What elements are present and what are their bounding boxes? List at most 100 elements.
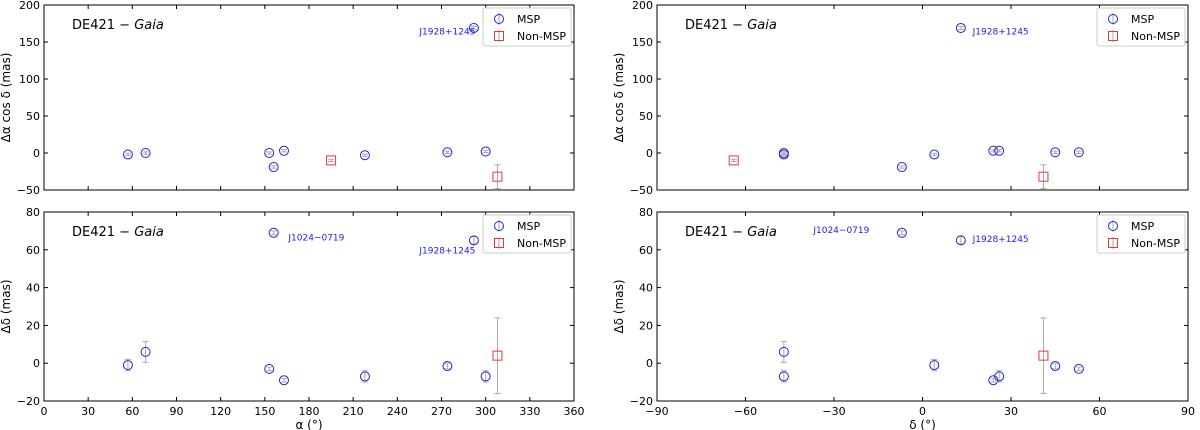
y-tick-label: −20 (17, 395, 40, 408)
series-non-msp (326, 155, 503, 190)
legend-box (1096, 214, 1186, 254)
x-tick-label: 330 (519, 405, 540, 418)
x-tick-label: 210 (343, 405, 364, 418)
y-axis-label: Δα cos δ (mas) (612, 53, 626, 143)
data-point (442, 361, 453, 372)
data-point (140, 346, 151, 357)
data-point (728, 155, 739, 166)
panel-p2: 0 30 60 90 120 150 180 210 240 270 300 330 360−20020… (0, 206, 585, 430)
data-point (1073, 363, 1084, 374)
panel-title-prefix: DE421 − (685, 225, 747, 240)
panel-p3: −90 −60 −30 0 30 60 90 −20 0 20 40 60 80 Δδ (mas) δ (°… (612, 206, 1195, 430)
legend-box (482, 214, 572, 254)
legend-marker (1108, 31, 1118, 41)
x-tick-label: −30 (822, 405, 845, 418)
data-point (442, 147, 453, 158)
x-tick-label: 270 (431, 405, 452, 418)
data-point (122, 149, 133, 160)
data-point (1050, 147, 1061, 158)
data-point (994, 371, 1005, 382)
y-tick-label: 100 (632, 73, 653, 86)
legend: MSP Non-MSP (482, 7, 572, 47)
data-point (480, 146, 491, 157)
y-tick-label: 20 (26, 319, 40, 332)
data-point (896, 227, 907, 238)
data-point (268, 227, 279, 238)
x-tick-label: −90 (645, 405, 668, 418)
data-point (778, 149, 789, 160)
data-point (359, 150, 370, 161)
legend-marker (1108, 221, 1118, 231)
x-tick-label: 90 (170, 405, 184, 418)
y-tick-label: 80 (639, 206, 653, 219)
series-msp (122, 22, 491, 173)
data-point (278, 375, 289, 386)
y-tick-label: 0 (646, 357, 653, 370)
legend: MSP Non-MSP (482, 214, 572, 254)
x-tick-label: 240 (387, 405, 408, 418)
data-point (1073, 147, 1084, 158)
y-tick-label: 60 (639, 244, 653, 257)
x-tick-label: 0 (41, 405, 48, 418)
pulsar-annotation: J1024−0719 (812, 226, 869, 236)
data-point (268, 162, 279, 173)
panel-p0: −50 0 50 100 150 200 Δα cos δ (mas) DE421 − Gai… (0, 0, 575, 197)
y-tick-label: 60 (26, 244, 40, 257)
pulsar-annotation: J1928+1245 (972, 235, 1029, 245)
data-point (278, 145, 289, 156)
y-tick-label: 50 (26, 110, 40, 123)
x-tick-label: 90 (1181, 405, 1195, 418)
legend-label: MSP (517, 13, 540, 26)
panel-p1: −50 0 50 100 150 200 Δα cos δ (mas) DE421 − Gai… (612, 0, 1189, 197)
legend-box (1096, 7, 1186, 47)
series-non-msp (728, 155, 1049, 190)
panel-title: DE421 − Gaia (72, 18, 164, 33)
data-point (122, 360, 133, 371)
data-point (140, 148, 151, 158)
legend-label: Non-MSP (517, 30, 566, 43)
panel-title: DE421 − Gaia (685, 18, 777, 33)
pulsar-annotation: J1928+1245 (972, 28, 1029, 38)
data-point (492, 171, 503, 182)
x-tick-label: 0 (919, 405, 926, 418)
y-tick-label: −50 (630, 184, 653, 197)
y-tick-label: 150 (19, 36, 40, 49)
data-point (896, 162, 907, 173)
panel-title-prefix: DE421 − (72, 225, 134, 240)
panel-title: DE421 − Gaia (685, 225, 777, 240)
x-tick-label: 120 (210, 405, 231, 418)
pulsar-annotation: J1928+1245 (418, 28, 475, 38)
legend-label: Non-MSP (1131, 237, 1180, 250)
y-axis-label: Δα cos δ (mas) (0, 53, 13, 143)
legend-marker (494, 238, 504, 248)
x-tick-label: 150 (254, 405, 275, 418)
data-point (955, 235, 966, 246)
x-tick-label: 360 (564, 405, 585, 418)
x-tick-label: −60 (734, 405, 757, 418)
data-point (988, 375, 999, 386)
data-point (264, 363, 275, 374)
data-point (480, 371, 491, 382)
x-tick-label: 180 (299, 405, 320, 418)
panel-title-prefix: DE421 − (685, 18, 747, 33)
x-tick-label: 60 (125, 405, 139, 418)
panel-title-italic: Gaia (134, 225, 164, 240)
legend-label: MSP (1131, 13, 1154, 26)
y-axis-label: Δδ (mas) (612, 279, 626, 333)
y-tick-label: 0 (33, 147, 40, 160)
legend-marker (494, 221, 504, 231)
legend-box (482, 7, 572, 47)
y-tick-label: 100 (19, 73, 40, 86)
data-point (468, 22, 479, 33)
series-non-msp (1038, 317, 1049, 394)
series-msp (778, 227, 1084, 386)
y-tick-label: −20 (630, 395, 653, 408)
data-point (778, 371, 789, 382)
y-axis-label: Δδ (mas) (0, 279, 13, 333)
legend-label: Non-MSP (517, 237, 566, 250)
y-tick-label: 150 (632, 36, 653, 49)
legend: MSP Non-MSP (1096, 7, 1186, 47)
panel-title-italic: Gaia (747, 225, 777, 240)
x-tick-label: 30 (81, 405, 95, 418)
data-point (1038, 350, 1049, 361)
